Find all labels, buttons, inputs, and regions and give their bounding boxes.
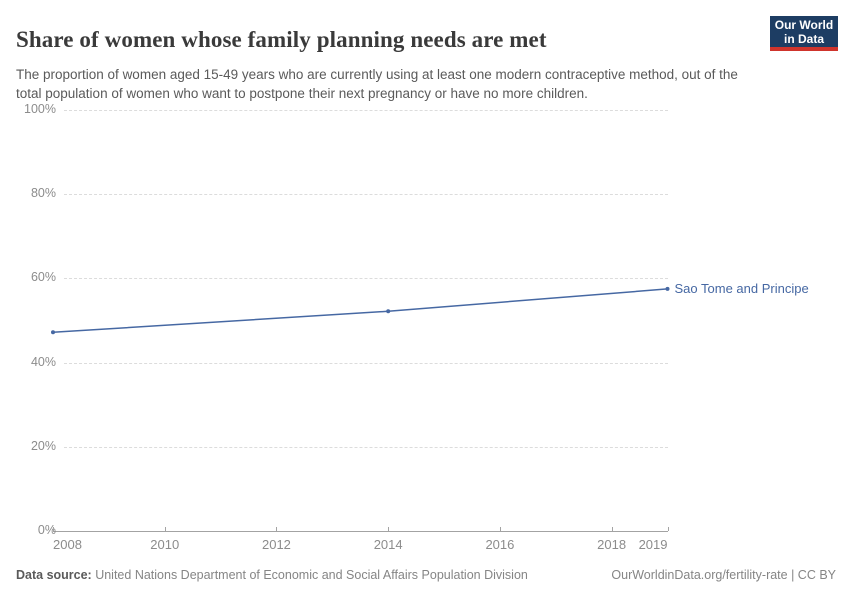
data-point-marker [386, 309, 391, 314]
x-axis-tick-mark [611, 527, 613, 531]
x-axis-tick-mark [53, 527, 54, 531]
data-source: Data source: United Nations Department o… [16, 568, 528, 582]
owid-logo[interactable]: Our World in Data [770, 16, 838, 51]
x-axis-tick-mark [276, 527, 278, 531]
series-line [52, 288, 668, 334]
y-gridline [64, 194, 668, 196]
x-axis-tick-mark [667, 527, 669, 531]
y-axis-tick-label: 20% [30, 438, 56, 453]
owid-logo-line1: Our World [774, 17, 834, 32]
x-axis-tick-mark [388, 527, 390, 531]
data-point-marker [665, 286, 670, 291]
x-axis-tick-label: 2014 [373, 537, 403, 552]
x-axis-line [53, 531, 668, 532]
x-axis-tick-label: 2012 [261, 537, 291, 552]
y-gridline [64, 278, 668, 280]
x-axis-tick-label: 2018 [597, 537, 627, 552]
chart-footer: Data source: United Nations Department o… [16, 568, 836, 582]
y-axis-tick-label: 40% [30, 354, 56, 369]
y-gridline [64, 446, 668, 448]
data-source-label: Data source: [16, 568, 92, 582]
y-axis-tick-label: 60% [30, 270, 56, 285]
data-source-text: United Nations Department of Economic an… [91, 568, 528, 582]
x-axis-tick-label: 2016 [485, 537, 515, 552]
chart-subtitle: The proportion of women aged 15-49 years… [16, 66, 738, 102]
owid-logo-line2: in Data [783, 31, 824, 46]
x-axis-tick-mark [499, 527, 501, 531]
data-point-marker [51, 330, 55, 335]
chart-title: Share of women whose family planning nee… [16, 27, 547, 53]
attribution-link[interactable]: OurWorldinData.org/fertility-rate | CC B… [611, 568, 836, 582]
x-axis-tick-label: 2019 [638, 537, 668, 552]
y-axis-tick-label: 80% [30, 186, 56, 201]
y-gridline [64, 362, 668, 364]
x-axis-tick-label: 2010 [150, 537, 180, 552]
y-axis-tick-label: 100% [24, 102, 56, 116]
y-axis-tick-label: 0% [37, 523, 56, 537]
x-axis-tick-mark [164, 527, 166, 531]
series-entity-label: Sao Tome and Principe [674, 280, 809, 296]
y-gridline [64, 110, 668, 111]
x-axis-tick-label: 2008 [53, 537, 82, 552]
